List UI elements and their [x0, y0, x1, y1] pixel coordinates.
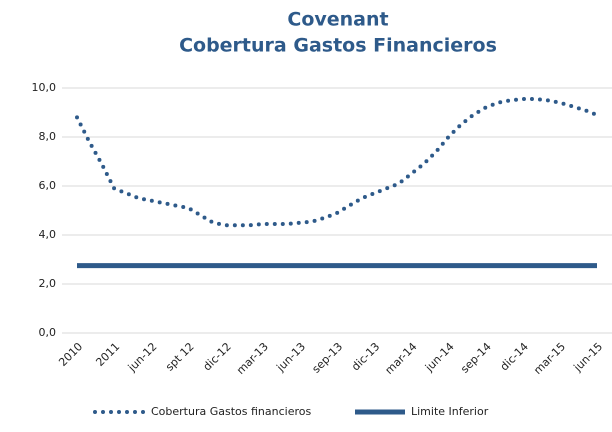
x-tick-label: 2011	[93, 340, 122, 369]
y-tick-label: 8,0	[39, 130, 57, 143]
y-tick-label: 6,0	[39, 179, 57, 192]
x-tick-label: dic-14	[498, 340, 531, 373]
x-tick-label: sep-14	[458, 340, 494, 376]
x-tick-label: dic-13	[349, 340, 382, 373]
x-tick-label: 2010	[56, 340, 85, 369]
x-tick-label: sep-13	[310, 340, 346, 376]
chart-title: Covenant	[287, 9, 388, 31]
series-line	[75, 97, 599, 228]
x-tick-label: mar-15	[531, 340, 568, 377]
x-tick-label: dic-12	[201, 340, 234, 373]
legend-label: Cobertura Gastos financieros	[151, 405, 311, 418]
y-tick-label: 10,0	[32, 81, 57, 94]
x-tick-label: jun-13	[273, 340, 308, 375]
chart-title: Cobertura Gastos Financieros	[179, 35, 497, 57]
y-tick-label: 4,0	[39, 228, 57, 241]
x-tick-label: jun-15	[571, 340, 606, 375]
x-tick-label: spt 12	[163, 340, 197, 374]
x-tick-label: mar-13	[234, 340, 271, 377]
y-tick-label: 0,0	[39, 326, 57, 339]
x-tick-label: jun-12	[125, 340, 160, 375]
x-tick-label: jun-14	[422, 340, 457, 375]
x-tick-label: mar-14	[383, 340, 420, 377]
legend-label: Limite Inferior	[411, 405, 489, 418]
y-tick-label: 2,0	[39, 277, 57, 290]
